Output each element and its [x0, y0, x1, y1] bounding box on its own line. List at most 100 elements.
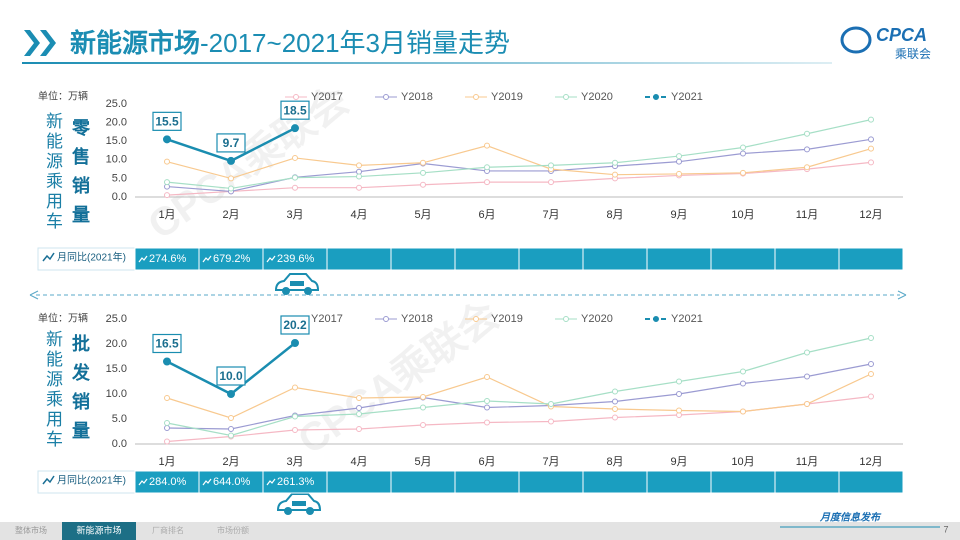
point — [676, 170, 682, 177]
footer-tab[interactable]: 新能源市场 — [76, 524, 121, 535]
x-tick-label: 6月 — [478, 209, 495, 221]
x-tick-label: 4月 — [350, 209, 367, 221]
legend-marker — [383, 94, 389, 100]
point — [740, 368, 746, 375]
point — [484, 142, 490, 149]
series-line — [166, 395, 872, 443]
point — [868, 335, 874, 341]
y-tick-label: 20.0 — [106, 338, 127, 350]
series-line — [166, 337, 872, 437]
header-chevrons — [24, 30, 56, 56]
legend-marker — [563, 94, 569, 100]
legend-marker — [293, 94, 299, 100]
yoy-cell — [326, 470, 392, 494]
point — [228, 175, 234, 182]
yoy-value: 261.3% — [277, 476, 315, 488]
trend-icon — [202, 478, 212, 486]
point — [868, 159, 874, 166]
legend-label: Y2021 — [671, 313, 703, 325]
legend-label: Y2017 — [311, 91, 343, 103]
footer-tab[interactable]: 市场份额 — [217, 525, 249, 535]
footer-bar — [0, 522, 960, 540]
point — [740, 144, 746, 151]
point — [804, 164, 810, 171]
data-label-box — [280, 315, 310, 335]
point — [291, 339, 299, 347]
chart-title: 批发销量 — [70, 334, 90, 450]
trend-icon — [42, 475, 55, 485]
x-tick-label: 11月 — [796, 209, 818, 221]
x-tick-label: 9月 — [670, 209, 687, 221]
car-icon — [276, 493, 322, 515]
point — [420, 422, 426, 428]
point — [676, 378, 682, 385]
legend-marker — [473, 316, 479, 322]
point — [420, 394, 426, 400]
point — [740, 380, 746, 387]
point — [356, 184, 362, 191]
x-tick-label: 8月 — [606, 456, 623, 468]
point — [868, 371, 874, 377]
yoy-cell — [582, 247, 648, 271]
y-tick-label: 10.0 — [106, 154, 127, 166]
title-main: 新能源市场 — [70, 28, 200, 58]
legend-label: Y2020 — [581, 91, 613, 103]
series-line — [166, 119, 872, 190]
yoy-cell — [838, 470, 904, 494]
point — [484, 374, 490, 380]
legend-marker — [383, 316, 389, 322]
yoy-cell — [518, 470, 584, 494]
point — [804, 146, 810, 153]
title-rest: -2017~2021年3月销量走势 — [200, 28, 510, 58]
point — [676, 391, 682, 397]
point — [676, 158, 682, 165]
point — [868, 116, 874, 123]
x-tick-label: 9月 — [670, 456, 687, 468]
trend-icon — [202, 255, 212, 263]
y-tick-label: 5.0 — [112, 413, 127, 425]
header-title: 新能源市场-2017~2021年3月销量走势 — [70, 28, 510, 58]
x-tick-label: 8月 — [606, 209, 623, 221]
point — [292, 174, 298, 181]
footer-active-tab — [62, 522, 136, 540]
yoy-cell — [390, 247, 456, 271]
x-tick-label: 1月 — [158, 456, 175, 468]
y-tick-label: 0.0 — [112, 438, 127, 450]
point — [548, 179, 554, 186]
trend-icon — [266, 255, 276, 263]
y-tick-label: 15.0 — [106, 363, 127, 375]
point — [227, 390, 235, 398]
point — [676, 153, 682, 160]
x-tick-label: 5月 — [414, 456, 431, 468]
footer-tab[interactable]: 厂商排名 — [152, 525, 184, 535]
point — [484, 164, 490, 171]
point — [228, 415, 234, 421]
legend-label: Y2021 — [671, 91, 703, 103]
footer-tab[interactable]: 整体市场 — [15, 525, 47, 535]
car-icon — [274, 273, 320, 295]
data-label-box — [152, 333, 182, 354]
point — [292, 154, 298, 161]
point — [612, 414, 618, 421]
legend-label: Y2020 — [581, 313, 613, 325]
point — [612, 388, 618, 395]
point — [164, 438, 170, 445]
legend-marker — [653, 316, 659, 322]
point — [484, 179, 490, 186]
data-label: 20.2 — [283, 318, 307, 332]
x-tick-label: 10月 — [731, 456, 754, 468]
footer-note: 月度信息发布 — [819, 512, 882, 524]
point — [356, 168, 362, 175]
data-label-box — [280, 100, 310, 120]
point — [163, 357, 171, 366]
x-tick-label: 2月 — [222, 456, 239, 468]
legend-label: Y2019 — [491, 313, 523, 325]
yoy-cell — [326, 247, 392, 271]
data-label-box — [152, 111, 182, 131]
point — [740, 408, 746, 415]
logo-cn: 乘联会 — [895, 47, 931, 61]
yoy-value: 679.2% — [213, 253, 251, 265]
legend-marker — [473, 94, 479, 100]
point — [548, 418, 554, 425]
